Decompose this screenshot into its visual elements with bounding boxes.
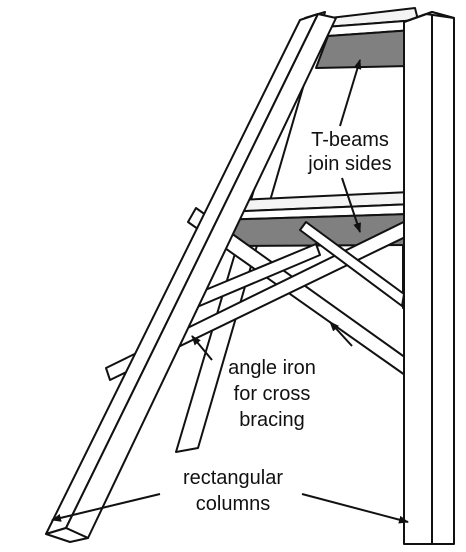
arrow-angle-iron-left <box>191 335 213 361</box>
label-columns-line2: columns <box>196 493 270 515</box>
label-tbeams-line2: join sides <box>307 153 391 175</box>
arrow-column-right <box>301 493 409 524</box>
front-right-column <box>403 11 455 545</box>
front-left-column <box>45 13 337 543</box>
upper-t-beam <box>315 7 419 69</box>
arrow-angle-iron-right <box>329 321 353 347</box>
label-angle-iron-line3: bracing <box>239 409 305 431</box>
label-tbeams-line1: T-beams <box>311 129 389 151</box>
arrow-tbeam-upper <box>339 59 362 127</box>
arrow-column-left <box>51 493 161 522</box>
labels: T-beams join sides angle iron for cross … <box>183 129 392 515</box>
label-angle-iron-line2: for cross <box>234 383 311 405</box>
arrow-tbeam-lower <box>341 177 361 233</box>
label-angle-iron-line1: angle iron <box>228 357 316 379</box>
label-columns-line1: rectangular <box>183 467 283 489</box>
leader-arrows <box>51 59 409 524</box>
